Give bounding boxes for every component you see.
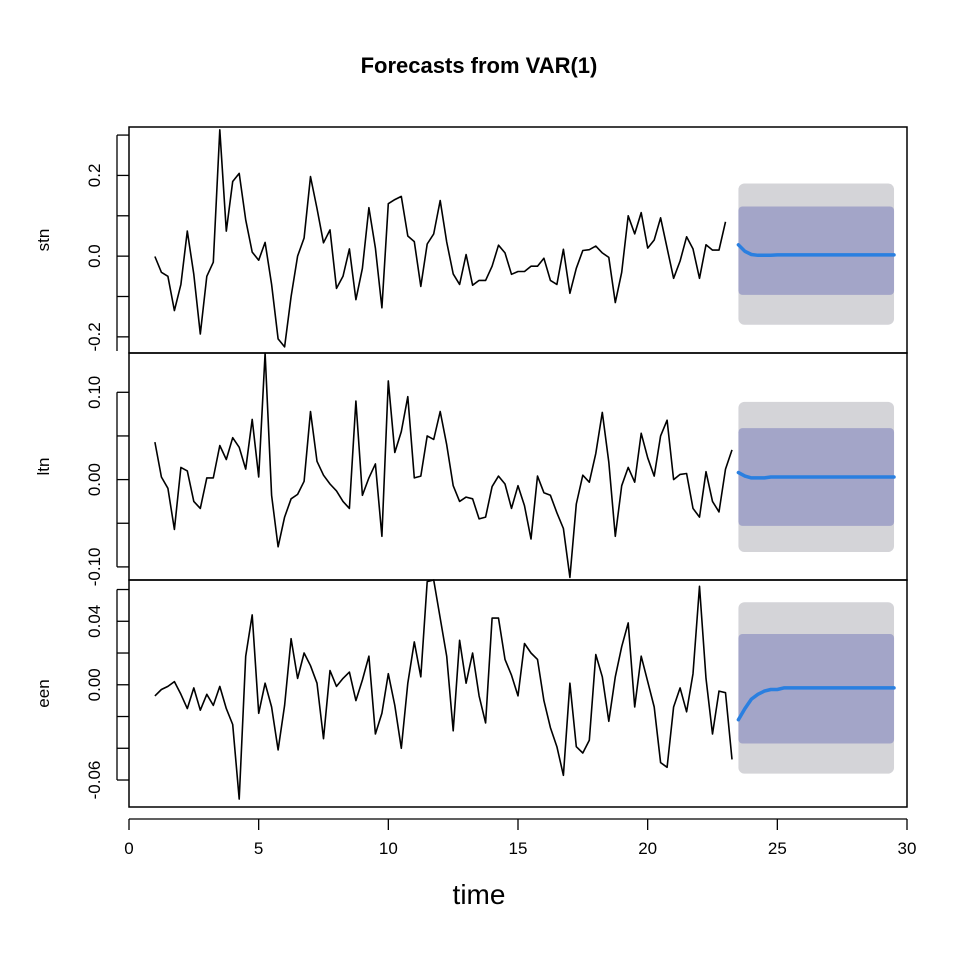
observed-line-stn [154, 129, 727, 348]
x-axis-label: time [453, 879, 506, 910]
forecast-line-stn [736, 243, 896, 258]
x-tick-label: 20 [638, 839, 657, 858]
x-tick-label: 10 [379, 839, 398, 858]
y-tick-label-ltn: -0.10 [85, 548, 104, 587]
x-tick-label: 5 [254, 839, 263, 858]
panels-group: -0.2 0.0 0.2 stn -0.10 0.00 0.10 ltn -0.06 0.00 0.… [34, 126, 908, 808]
x-tick-label: 25 [768, 839, 787, 858]
y-tick-label-stn: -0.2 [85, 322, 104, 351]
forecast-line-een [736, 686, 896, 722]
panel-ylabel-een: een [34, 679, 53, 707]
forecast-line-ltn [736, 470, 896, 480]
y-tick-label-een: -0.06 [85, 761, 104, 800]
panel-een: -0.06 0.00 0.04 een [34, 579, 908, 808]
x-axis: 0 5 10 15 20 25 30 [124, 818, 917, 858]
y-tick-label-ltn: 0.10 [85, 376, 104, 409]
chart-title: Forecasts from VAR(1) [361, 53, 598, 78]
x-tick-label: 30 [898, 839, 917, 858]
panel-ylabel-ltn: ltn [34, 458, 53, 476]
y-tick-label-een: 0.04 [85, 605, 104, 638]
x-tick-label: 15 [509, 839, 528, 858]
y-tick-label-stn: 0.0 [85, 244, 104, 268]
panel-ltn: -0.10 0.00 0.10 ltn [34, 352, 908, 587]
band-80-stn [738, 206, 895, 295]
observed-line-ltn [154, 352, 733, 579]
panel-stn: -0.2 0.0 0.2 stn [34, 126, 908, 354]
observed-line-een [154, 579, 733, 800]
y-tick-label-stn: 0.2 [85, 164, 104, 188]
y-tick-label-een: 0.00 [85, 668, 104, 701]
panel-ylabel-stn: stn [34, 229, 53, 252]
x-tick-label: 0 [124, 839, 133, 858]
y-tick-label-ltn: 0.00 [85, 463, 104, 496]
panel-frame-een [128, 579, 908, 808]
